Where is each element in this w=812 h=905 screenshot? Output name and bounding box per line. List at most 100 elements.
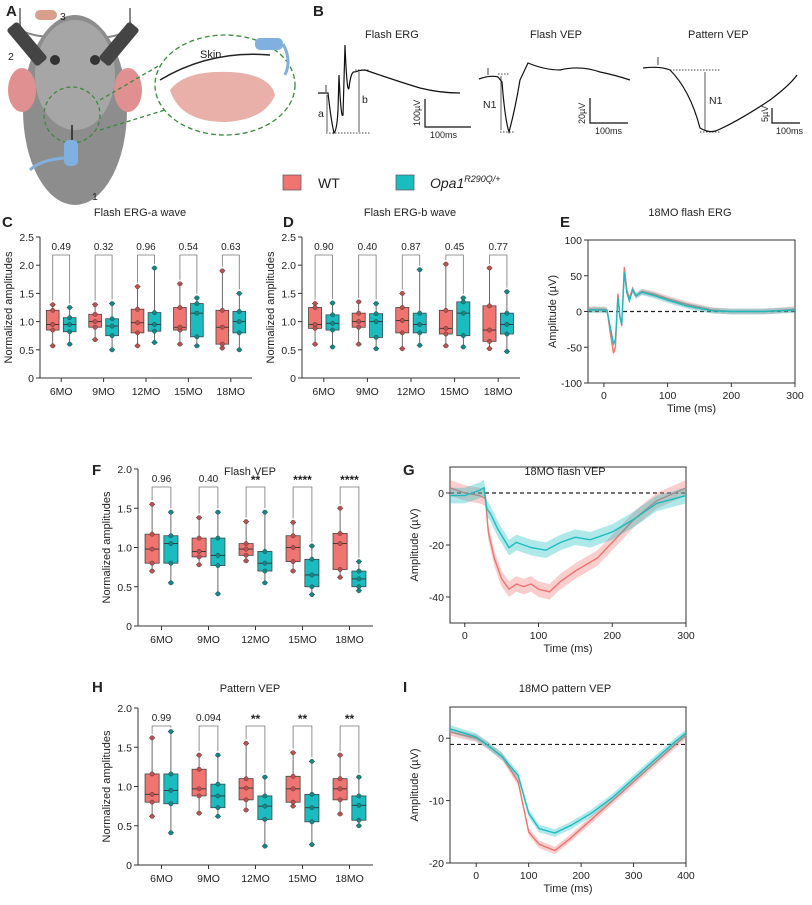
data-point	[290, 545, 296, 550]
data-point	[168, 533, 174, 539]
box-wt	[144, 773, 160, 803]
data-point	[215, 813, 221, 819]
chart-title: 18MO pattern VEP	[519, 683, 611, 695]
significance-bracket	[339, 486, 360, 558]
box-opa1	[163, 535, 179, 564]
x-tick-label: 18MO	[335, 634, 364, 646]
data-point	[356, 319, 362, 324]
data-point	[135, 343, 140, 349]
panel-letter-c: C	[2, 214, 13, 231]
significance-bracket	[198, 486, 219, 514]
data-point	[337, 530, 343, 536]
panel-letter-e: E	[560, 214, 570, 231]
legend-label-wt: WT	[318, 175, 340, 191]
data-point	[356, 576, 362, 582]
data-point	[262, 580, 268, 586]
panel-letter-d: D	[283, 214, 294, 231]
data-point	[337, 752, 343, 758]
data-point	[135, 320, 140, 326]
data-point	[236, 347, 242, 353]
data-point	[504, 289, 510, 295]
data-point	[168, 788, 174, 793]
data-point	[50, 307, 56, 313]
data-point	[312, 322, 318, 327]
x-tick-label: 100	[659, 390, 677, 402]
significance-bracket	[137, 254, 155, 283]
x-tick-label: 0	[601, 390, 607, 402]
label-1: 1	[92, 191, 98, 203]
data-point	[168, 830, 174, 836]
y-tick-label: 1.5	[19, 288, 34, 300]
data-point	[356, 324, 362, 330]
data-point	[262, 509, 268, 515]
chart-title: 18MO flash VEP	[524, 466, 605, 478]
trace-label-n1-flash: N1	[483, 99, 497, 111]
p-value: **	[251, 712, 261, 726]
y-axis-label: Amplitude (µV)	[409, 749, 421, 822]
series-line-wt	[588, 267, 796, 354]
x-tick-label: 9MO	[197, 873, 220, 885]
data-point	[460, 299, 466, 305]
significance-bracket	[245, 725, 266, 774]
data-point	[196, 766, 202, 772]
significance-bracket	[445, 254, 464, 294]
chart-h: Pattern VEP Normalized amplitudes 0 0.5 1.0 1…	[101, 683, 373, 885]
y-tick-label: 0	[28, 373, 34, 385]
data-point	[460, 310, 466, 316]
data-point	[309, 758, 315, 764]
significance-bracket	[221, 254, 240, 290]
x-tick-label: 300	[625, 870, 643, 882]
data-point	[417, 342, 423, 348]
x-tick-label: 6MO	[150, 634, 173, 646]
significance-bracket	[245, 486, 266, 518]
data-point	[309, 819, 315, 825]
data-point	[417, 330, 423, 336]
y-tick-label: 1.5	[117, 742, 132, 754]
x-tick-label: 9MO	[92, 386, 115, 398]
data-point	[399, 318, 405, 323]
data-point	[504, 349, 510, 354]
data-point	[487, 265, 492, 271]
data-point	[196, 535, 202, 541]
p-value: 0.90	[314, 242, 334, 253]
data-point	[309, 842, 315, 847]
data-point	[215, 509, 221, 515]
scale-y-pattern-vep: 5µV	[760, 106, 770, 122]
data-point	[149, 568, 155, 574]
significance-bracket	[314, 254, 333, 300]
x-axis-label: Time (ms)	[543, 643, 592, 655]
skin-label: Skin	[200, 49, 221, 61]
data-point	[487, 338, 492, 344]
data-point	[262, 549, 268, 554]
data-point	[356, 817, 362, 823]
data-point	[196, 786, 202, 792]
data-point	[149, 560, 155, 566]
data-point	[50, 302, 56, 308]
x-tick-label: 15MO	[440, 386, 469, 398]
x-tick-label: 300	[786, 390, 804, 402]
y-tick-label: 2.0	[19, 260, 34, 272]
significance-bracket	[358, 254, 377, 300]
charts: Flash ERG-a wave Normalized amplitudes 0 0.…	[3, 207, 804, 895]
p-value: 0.77	[488, 242, 508, 253]
data-point	[356, 559, 362, 565]
data-point	[309, 572, 315, 578]
p-value: 0.96	[152, 474, 172, 485]
data-point	[92, 337, 98, 343]
y-tick-label: 0.5	[19, 345, 34, 357]
data-point	[356, 793, 362, 799]
box-wt	[482, 305, 497, 342]
x-tick-label: 12MO	[241, 634, 270, 646]
data-point	[109, 347, 115, 353]
sem-band-opa1	[450, 480, 686, 558]
data-point	[312, 301, 318, 306]
y-tick-label: 50	[570, 271, 582, 283]
p-value: 0.45	[445, 242, 465, 253]
data-point	[337, 797, 343, 803]
y-tick-label: 100	[564, 235, 582, 247]
data-point	[152, 265, 157, 271]
data-point	[236, 330, 242, 336]
y-tick-label: 0	[438, 733, 444, 745]
data-point	[312, 341, 318, 347]
data-point	[236, 319, 242, 324]
